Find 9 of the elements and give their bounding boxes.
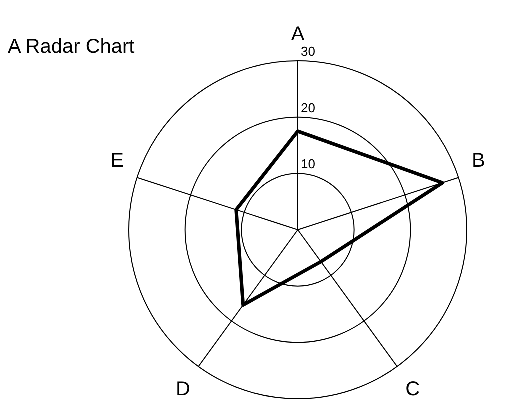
y-tick-label: 20 — [301, 100, 316, 116]
spoke-label: D — [176, 378, 190, 401]
text: A Radar Chart — [8, 36, 135, 59]
y-tick-label: 30 — [301, 44, 316, 60]
y-tick-label: 10 — [301, 156, 316, 172]
spoke-label: B — [472, 150, 486, 172]
spoke-label: C — [406, 378, 420, 401]
spoke-label: A — [291, 24, 306, 46]
spoke-label: E — [110, 150, 124, 172]
